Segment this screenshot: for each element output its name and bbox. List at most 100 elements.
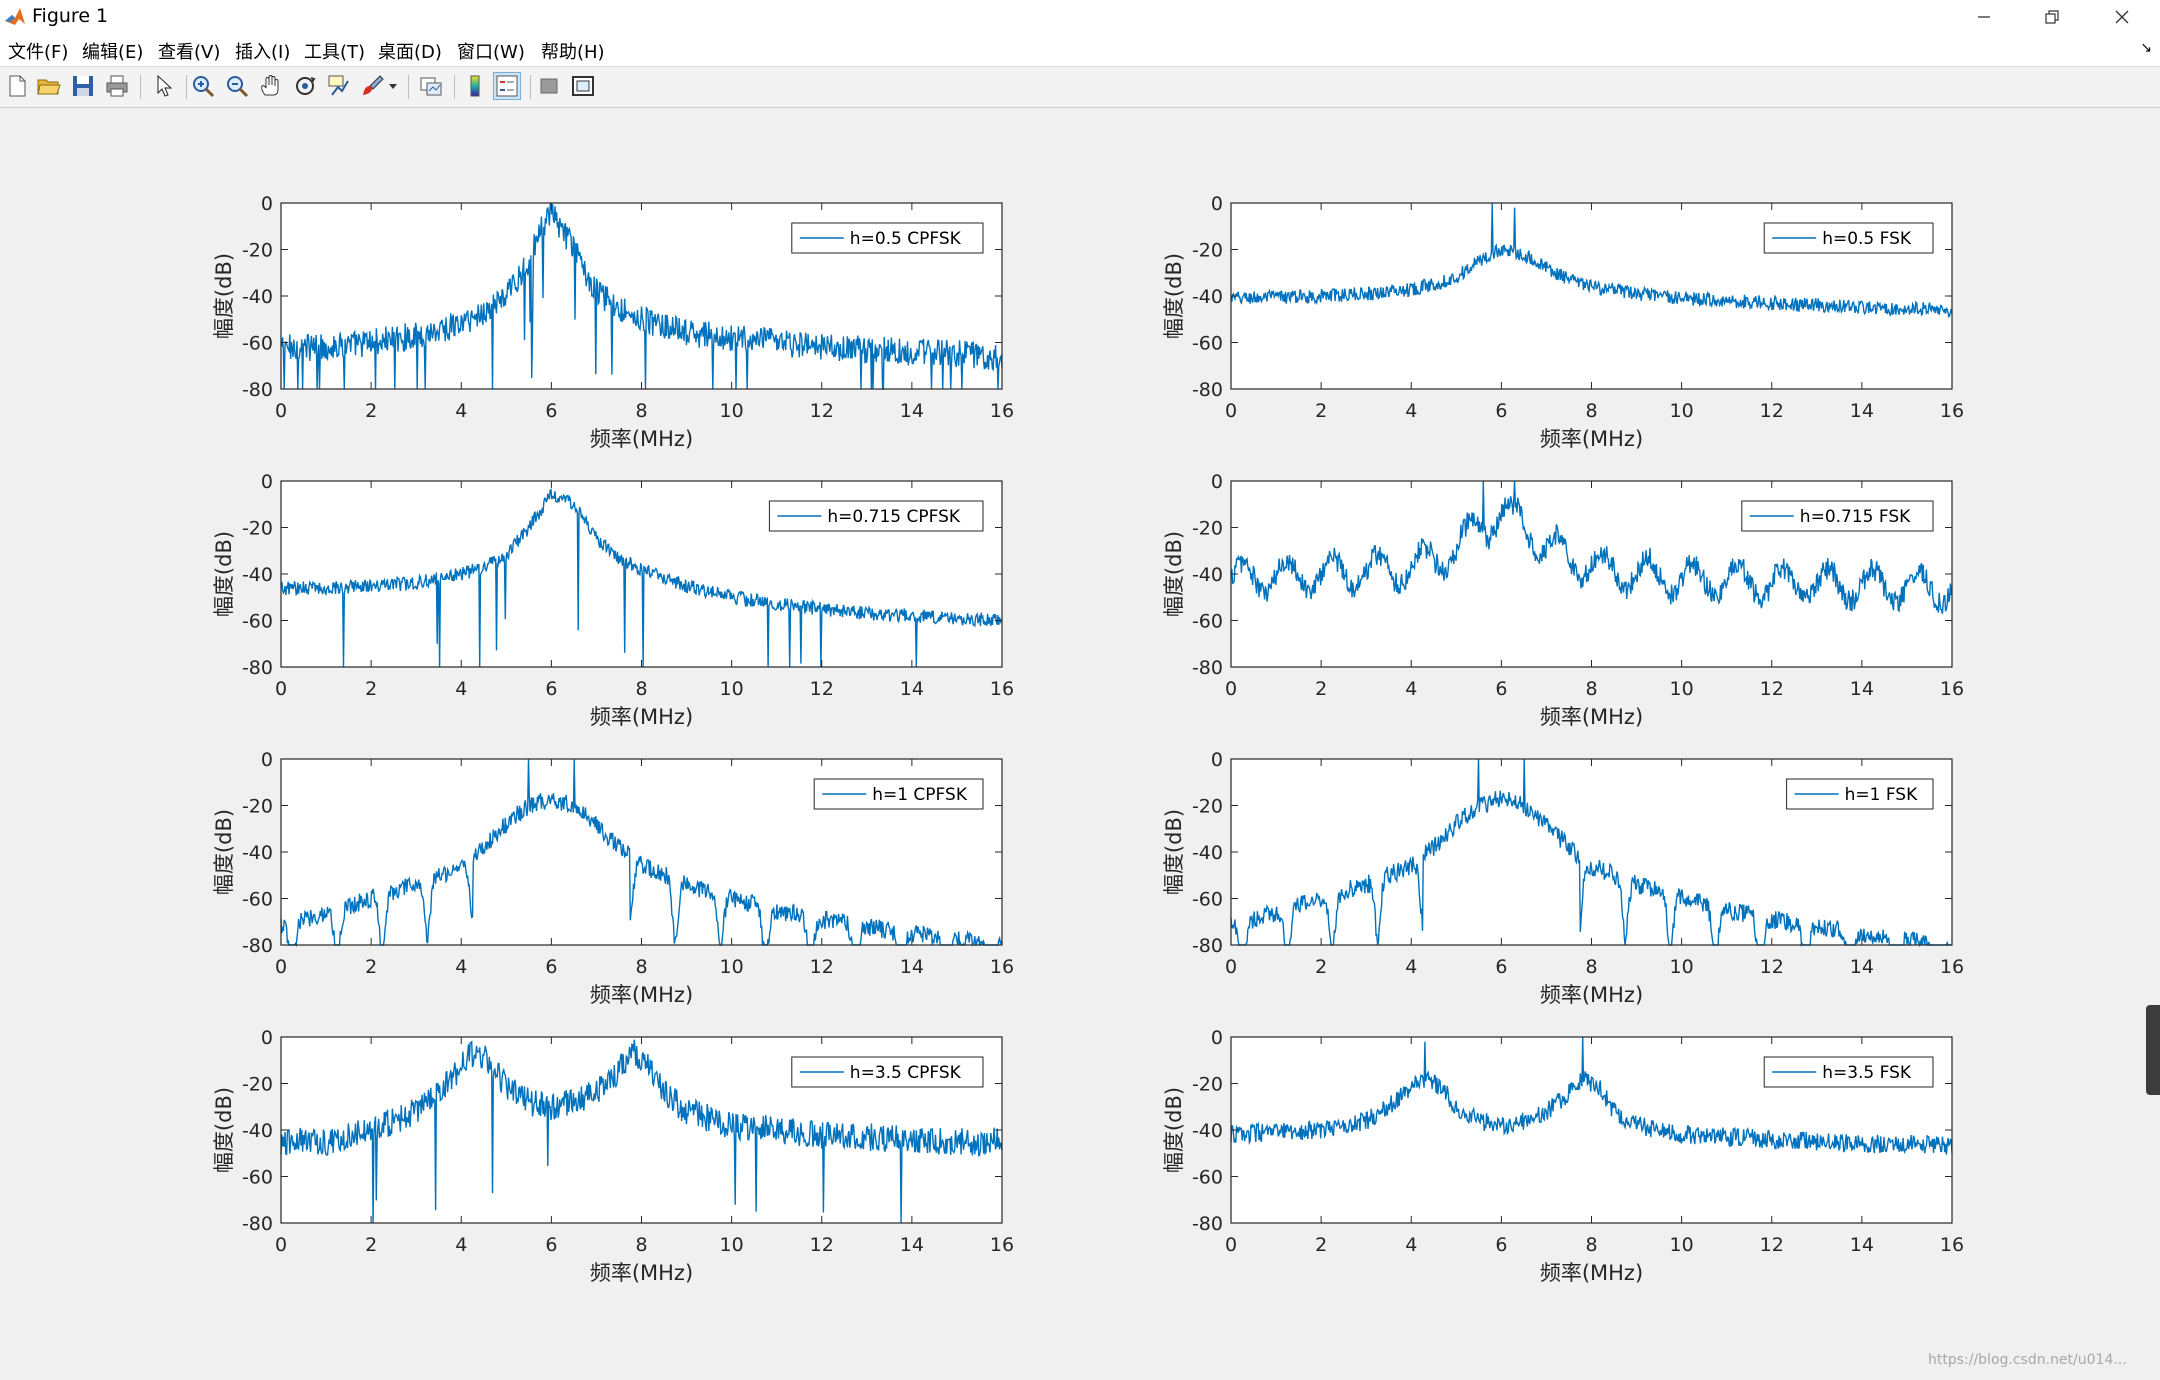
menu-edit[interactable]: 编辑(E) bbox=[82, 42, 144, 63]
axes-6[interactable]: 0 2 4 6 8 10 12 14 16 0 -20 -40 -60 -80 频率(MHz) 幅度(dB) h… bbox=[212, 1027, 1014, 1285]
series-line bbox=[1230, 1036, 1953, 1155]
x-tick-label: 4 bbox=[1405, 678, 1417, 700]
legend[interactable]: h=0.715 FSK bbox=[1741, 500, 1934, 532]
minimize-button[interactable] bbox=[1952, 0, 2016, 34]
restore-button[interactable] bbox=[2020, 0, 2084, 34]
hand-icon[interactable] bbox=[258, 73, 284, 99]
x-tick-label: 4 bbox=[1405, 400, 1417, 422]
axes-2[interactable]: 0 2 4 6 8 10 12 14 16 0 -20 -40 -60 -80 频率(MHz) 幅度(dB) h… bbox=[212, 471, 1014, 729]
x-tick-label: 2 bbox=[1315, 1234, 1327, 1256]
legend-box bbox=[768, 500, 984, 532]
pointer-arrow-icon[interactable] bbox=[150, 73, 176, 99]
show-tools-icon[interactable] bbox=[570, 73, 596, 99]
menu-help[interactable]: 帮助(H) bbox=[541, 42, 605, 63]
x-tick-label: 16 bbox=[990, 956, 1014, 978]
y-tick-label: -40 bbox=[1192, 1120, 1223, 1142]
zoom-out-icon[interactable] bbox=[224, 73, 250, 99]
y-tick-label: -60 bbox=[242, 1167, 273, 1189]
x-axis-label: 频率(MHz) bbox=[1540, 705, 1643, 729]
series-line bbox=[1230, 758, 1952, 948]
close-icon bbox=[2115, 10, 2129, 24]
axes-4[interactable]: 0 2 4 6 8 10 12 14 16 0 -20 -40 -60 -80 频率(MHz) 幅度(dB) h… bbox=[212, 749, 1014, 1007]
menu-insert[interactable]: 插入(I) bbox=[235, 42, 291, 63]
axes-0[interactable]: 0 2 4 6 8 10 12 14 16 0 -20 -40 -60 -80 频率(MHz) 幅度(dB) h… bbox=[212, 193, 1014, 451]
save-icon[interactable] bbox=[70, 73, 96, 99]
y-tick-label: -20 bbox=[1192, 240, 1223, 262]
legend-icon[interactable] bbox=[493, 72, 521, 100]
menu-file[interactable]: 文件(F) bbox=[8, 42, 69, 63]
x-tick-label: 4 bbox=[455, 1234, 467, 1256]
y-tick-label: 0 bbox=[1211, 749, 1223, 771]
x-tick-label: 6 bbox=[545, 956, 557, 978]
data-tip-icon[interactable] bbox=[326, 73, 352, 99]
folder-open-icon[interactable] bbox=[36, 73, 62, 99]
dock-arrow-icon[interactable]: ↘ bbox=[2140, 40, 2152, 56]
axes-5[interactable]: 0 2 4 6 8 10 12 14 16 0 -20 -40 -60 -80 频率(MHz) 幅度(dB) h… bbox=[1162, 749, 1964, 1007]
x-tick-label: 4 bbox=[455, 678, 467, 700]
zoom-in-icon[interactable] bbox=[190, 73, 216, 99]
x-tick-label: 6 bbox=[1495, 956, 1507, 978]
axes-3[interactable]: 0 2 4 6 8 10 12 14 16 0 -20 -40 -60 -80 频率(MHz) 幅度(dB) h… bbox=[1162, 471, 1964, 729]
hide-tools-icon[interactable] bbox=[536, 73, 562, 99]
x-tick-label: 16 bbox=[1940, 400, 1964, 422]
x-tick-label: 12 bbox=[810, 956, 834, 978]
x-tick-label: 0 bbox=[1225, 956, 1237, 978]
x-tick-label: 14 bbox=[1850, 1234, 1874, 1256]
menu-view[interactable]: 查看(V) bbox=[158, 42, 221, 63]
legend[interactable]: h=0.5 CPFSK bbox=[791, 222, 984, 254]
x-tick-label: 10 bbox=[720, 678, 744, 700]
x-tick-label: 12 bbox=[810, 1234, 834, 1256]
legend[interactable]: h=0.715 CPFSK bbox=[768, 500, 984, 532]
link-plot-icon[interactable] bbox=[418, 73, 444, 99]
legend-label: h=3.5 CPFSK bbox=[850, 1063, 962, 1083]
x-tick-label: 6 bbox=[545, 678, 557, 700]
legend[interactable]: h=1 FSK bbox=[1786, 778, 1934, 810]
x-tick-label: 16 bbox=[1940, 678, 1964, 700]
legend-label: h=1 FSK bbox=[1845, 785, 1919, 805]
legend[interactable]: h=0.5 FSK bbox=[1763, 222, 1934, 254]
brush-icon[interactable] bbox=[360, 73, 386, 99]
y-tick-label: -80 bbox=[242, 935, 273, 957]
colorbar-icon[interactable] bbox=[462, 73, 488, 99]
x-tick-label: 14 bbox=[900, 678, 924, 700]
y-tick-label: -40 bbox=[1192, 564, 1223, 586]
x-tick-label: 10 bbox=[720, 1234, 744, 1256]
y-tick-label: -20 bbox=[242, 240, 273, 262]
x-tick-label: 8 bbox=[1585, 678, 1597, 700]
restore-icon bbox=[2045, 10, 2059, 24]
y-tick-label: -40 bbox=[242, 564, 273, 586]
y-tick-label: -40 bbox=[242, 842, 273, 864]
x-tick-label: 8 bbox=[1585, 956, 1597, 978]
y-tick-label: -80 bbox=[1192, 379, 1223, 401]
title-bar: Figure 1 bbox=[0, 0, 2160, 34]
printer-icon[interactable] bbox=[104, 73, 130, 99]
x-tick-label: 16 bbox=[990, 400, 1014, 422]
legend[interactable]: h=3.5 FSK bbox=[1763, 1056, 1934, 1088]
close-button[interactable] bbox=[2090, 0, 2154, 34]
axes-1[interactable]: 0 2 4 6 8 10 12 14 16 0 -20 -40 -60 -80 频率(MHz) 幅度(dB) h… bbox=[1162, 193, 1964, 451]
rotate-icon[interactable] bbox=[292, 73, 318, 99]
menu-window[interactable]: 窗口(W) bbox=[457, 42, 525, 63]
x-tick-label: 10 bbox=[1670, 1234, 1694, 1256]
x-tick-label: 4 bbox=[455, 400, 467, 422]
x-tick-label: 12 bbox=[810, 678, 834, 700]
chevron-down-icon[interactable] bbox=[388, 81, 398, 91]
x-tick-label: 14 bbox=[900, 956, 924, 978]
x-tick-label: 12 bbox=[1760, 678, 1784, 700]
x-tick-label: 0 bbox=[275, 1234, 287, 1256]
menu-desktop[interactable]: 桌面(D) bbox=[378, 42, 442, 63]
ime-side-widget[interactable] bbox=[2146, 1005, 2160, 1095]
legend[interactable]: h=1 CPFSK bbox=[813, 778, 984, 810]
x-tick-label: 6 bbox=[1495, 400, 1507, 422]
legend-label: h=3.5 FSK bbox=[1822, 1063, 1912, 1083]
axes-7[interactable]: 0 2 4 6 8 10 12 14 16 0 -20 -40 -60 -80 频率(MHz) 幅度(dB) h… bbox=[1162, 1027, 1964, 1285]
new-file-icon[interactable] bbox=[4, 73, 30, 99]
menu-tools[interactable]: 工具(T) bbox=[304, 42, 366, 63]
x-tick-label: 8 bbox=[635, 678, 647, 700]
legend-label: h=0.715 CPFSK bbox=[827, 507, 960, 527]
y-tick-label: -80 bbox=[1192, 1213, 1223, 1235]
legend[interactable]: h=3.5 CPFSK bbox=[791, 1056, 984, 1088]
x-tick-label: 12 bbox=[1760, 956, 1784, 978]
x-tick-label: 12 bbox=[810, 400, 834, 422]
x-tick-label: 16 bbox=[1940, 956, 1964, 978]
